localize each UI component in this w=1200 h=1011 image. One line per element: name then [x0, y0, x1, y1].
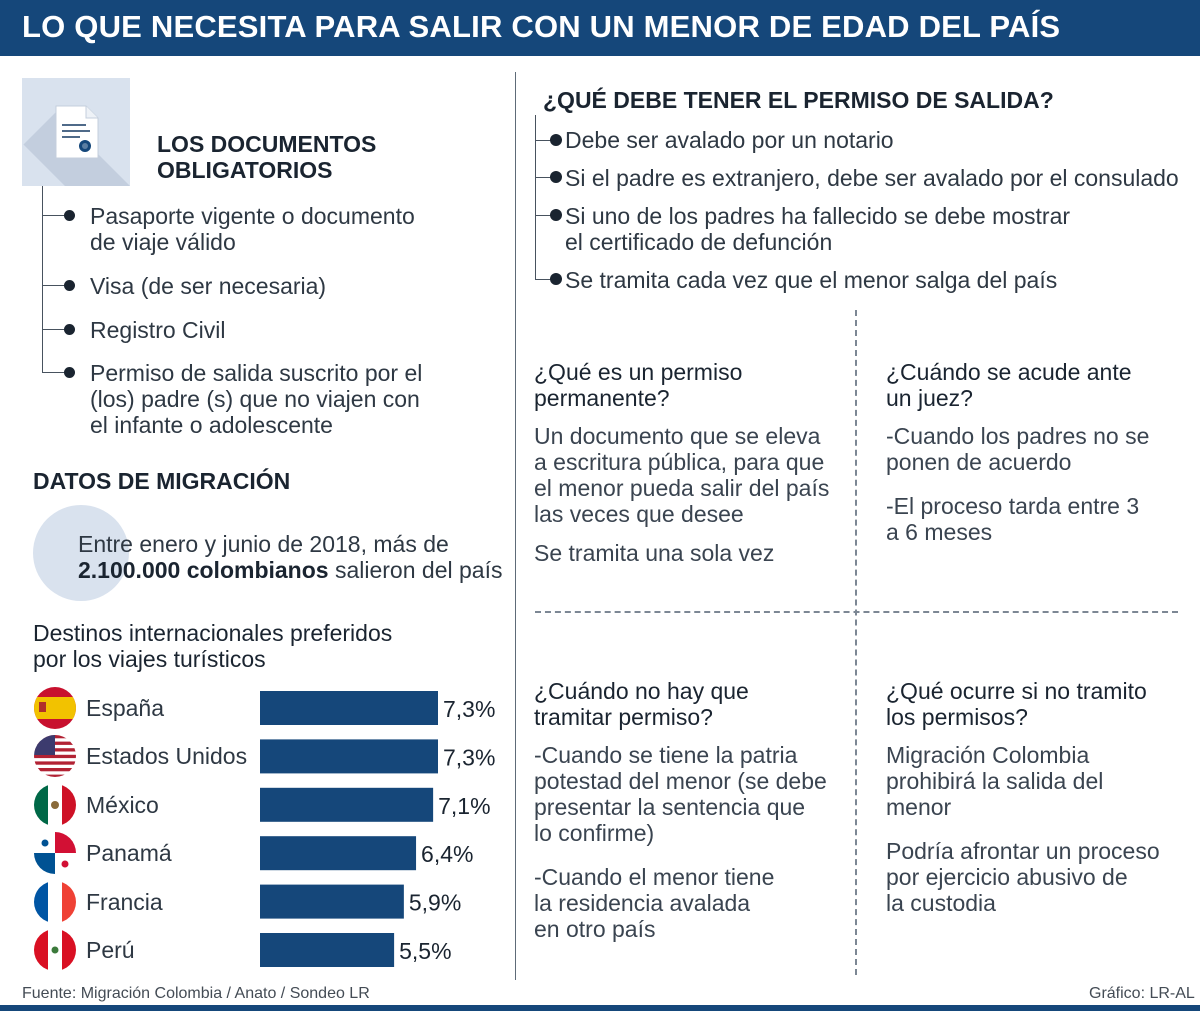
qa-answer: -Cuando los padres no se ponen de acuerdo	[886, 423, 1150, 475]
qa-question: ¿Qué es un permiso permanente?	[534, 359, 743, 411]
france-flag-icon	[34, 881, 76, 923]
document-icon	[55, 105, 99, 159]
bar	[260, 933, 395, 967]
panama-flag-icon	[34, 832, 76, 874]
list-item: Si el padre es extranjero, debe ser aval…	[565, 165, 1179, 191]
bullet-icon	[64, 324, 75, 335]
list-item: Debe ser avalado por un notario	[565, 127, 894, 153]
qa-answer: Un documento que se eleva a escritura púb…	[534, 423, 830, 527]
qa-question: ¿Cuándo se acude ante un juez?	[886, 359, 1132, 411]
bar	[260, 884, 404, 919]
peru-flag-icon	[34, 929, 76, 971]
value-label: 7,1%	[438, 793, 490, 819]
migration-stat: Entre enero y junio de 2018, más de 2.10…	[78, 531, 503, 583]
category-label: Francia	[86, 889, 163, 915]
footer-bar	[0, 1005, 1200, 1011]
bullet-icon	[550, 171, 562, 183]
credit-note: Gráfico: LR-AL	[1089, 985, 1195, 1002]
bullet-icon	[64, 280, 75, 291]
value-label: 7,3%	[443, 744, 495, 770]
qa-answer: -Cuando se tiene la patria potestad del m…	[534, 742, 827, 846]
bullet-icon	[64, 210, 75, 221]
qa-question: ¿Qué ocurre si no tramito los permisos?	[886, 678, 1147, 730]
documents-list-line	[42, 186, 43, 372]
list-item: Registro Civil	[90, 317, 226, 343]
migration-title: DATOS DE MIGRACIÓN	[33, 468, 291, 494]
list-item: Visa (de ser necesaria)	[90, 273, 327, 299]
source-note: Fuente: Migración Colombia / Anato / Son…	[22, 985, 370, 1002]
bullet-icon	[550, 209, 562, 221]
qa-answer: Migración Colombia prohibirá la salida de…	[886, 742, 1104, 820]
category-label: Estados Unidos	[86, 743, 247, 769]
spain-flag-icon	[34, 687, 76, 729]
mexico-flag-icon	[34, 784, 76, 826]
usa-flag-icon	[34, 735, 76, 777]
qa-answer: Se tramita una sola vez	[534, 540, 775, 566]
bullet-icon	[64, 367, 75, 378]
permit-title: ¿QUÉ DEBE TENER EL PERMISO DE SALIDA?	[543, 87, 1054, 113]
documents-title: LOS DOCUMENTOS OBLIGATORIOS	[157, 131, 377, 183]
header-banner: LO QUE NECESITA PARA SALIR CON UN MENOR …	[0, 0, 1200, 56]
dashed-divider-horizontal	[535, 611, 1178, 613]
page-title: LO QUE NECESITA PARA SALIR CON UN MENOR …	[22, 9, 1061, 44]
bullet-icon	[550, 273, 562, 285]
qa-answer: -Cuando el menor tiene la residencia aval…	[534, 864, 775, 942]
list-item: Se tramita cada vez que el menor salga d…	[565, 267, 1058, 293]
category-label: Perú	[86, 937, 135, 963]
category-label: España	[86, 695, 164, 721]
permit-list-line	[535, 115, 536, 280]
value-label: 7,3%	[443, 696, 495, 722]
qa-question: ¿Cuándo no hay que tramitar permiso?	[534, 678, 749, 730]
chart-title: Destinos internacionales preferidos por …	[33, 620, 393, 672]
value-label: 5,9%	[409, 890, 461, 916]
dashed-divider-vertical	[855, 310, 857, 975]
value-label: 5,5%	[399, 938, 451, 964]
stat-circle	[33, 505, 129, 601]
column-divider	[515, 72, 516, 980]
list-item: Permiso de salida suscrito por el (los) …	[90, 360, 423, 438]
bar	[260, 836, 417, 871]
bar	[260, 739, 438, 774]
bar-chart: España Estados Unidos México Panamá Fran…	[34, 687, 495, 971]
document-icon-box	[22, 78, 130, 186]
qa-answer: Podría afrontar un proceso por ejercicio …	[886, 838, 1160, 916]
bullet-icon	[550, 134, 562, 146]
bar	[260, 691, 438, 725]
bar	[260, 787, 434, 822]
category-label: Panamá	[86, 840, 172, 866]
list-item: Pasaporte vigente o documento de viaje v…	[90, 203, 415, 255]
list-item: Si uno de los padres ha fallecido se deb…	[565, 203, 1071, 255]
value-label: 6,4%	[421, 841, 473, 867]
category-label: México	[86, 792, 159, 818]
